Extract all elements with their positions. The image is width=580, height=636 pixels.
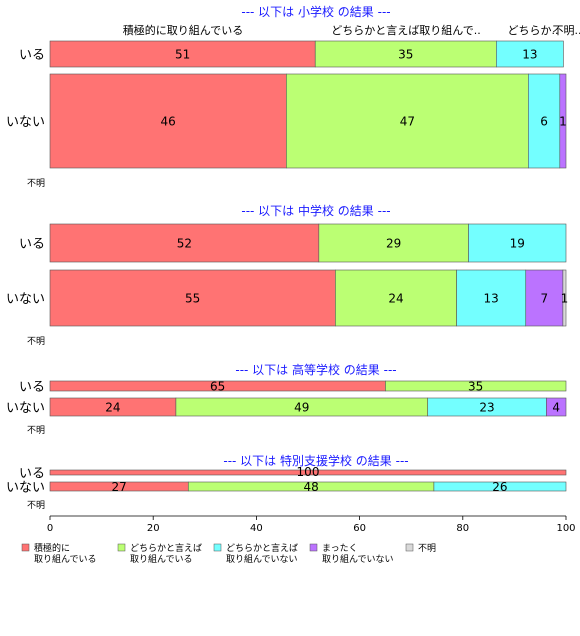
data-label-2-1-0: 24: [105, 401, 120, 415]
data-label-0-0-0: 51: [175, 48, 190, 62]
legend-swatch-2: [213, 543, 222, 552]
bar-segment-2-0-1: [385, 380, 567, 392]
row-label-2-1: いない: [6, 401, 45, 416]
bar-segment-3-1-2: [433, 481, 567, 492]
panel-title-2: --- 以下は 高等学校 の結果 ---: [235, 362, 396, 377]
data-label-0-0-1: 35: [398, 48, 413, 62]
panel-title-3: --- 以下は 特別支援学校 の結果 ---: [223, 453, 408, 468]
top-label-1: どちらかと言えば取り組んで..: [331, 24, 480, 37]
data-label-0-1-2: 6: [540, 115, 548, 129]
bar-segment-1-1-2: [456, 269, 527, 327]
top-label-0: 積極的に取り組んでいる: [123, 23, 243, 37]
legend-label-1-1: 取り組んでいる: [130, 553, 193, 565]
bar-segment-1-1-3: [525, 269, 564, 327]
bar-segment-2-1-3: [546, 397, 567, 417]
legend-label-2-0: どちらかと言えば: [226, 542, 298, 554]
top-label-2: どちらか..: [508, 24, 559, 37]
data-label-1-1-2: 13: [484, 292, 499, 306]
bar-segment-1-1-4: [562, 269, 567, 327]
data-label-1-1-3: 7: [541, 292, 549, 306]
legend-swatch-1: [117, 543, 126, 552]
legend-swatch-4: [405, 543, 414, 552]
legend-label-2-1: 取り組んでいない: [226, 553, 298, 565]
bar-segment-3-0-0: [49, 469, 567, 476]
row-label-1-0: いる: [19, 237, 45, 252]
data-label-1-1-4: 1: [561, 292, 569, 306]
x-tick-label-2: 40: [250, 523, 263, 534]
data-label-2-1-1: 49: [294, 401, 309, 415]
bar-segment-1-1-0: [49, 269, 336, 327]
x-tick-label-1: 20: [147, 523, 160, 534]
data-label-0-1-3: 1: [559, 115, 567, 129]
data-label-1-0-1: 29: [386, 237, 401, 251]
data-label-2-0-0: 65: [210, 380, 225, 394]
legend-label-3-1: 取り組んでいない: [322, 553, 394, 565]
legend-label-1-0: どちらかと言えば: [130, 542, 202, 554]
bar-segment-0-0-2: [496, 40, 564, 68]
row-label-3-1: いない: [6, 481, 45, 496]
data-label-3-1-1: 48: [303, 480, 318, 494]
data-label-0-1-1: 47: [400, 115, 415, 129]
x-tick-label-3: 60: [353, 523, 366, 534]
data-label-1-0-2: 19: [510, 237, 525, 251]
bar-segment-1-0-1: [318, 223, 469, 263]
row-label-0-1: いない: [6, 115, 45, 130]
bar-segment-0-1-0: [49, 73, 287, 169]
row-label-0-2: 不明: [27, 178, 45, 189]
data-label-0-0-2: 13: [522, 48, 537, 62]
panel-title-1: --- 以下は 中学校 の結果 ---: [241, 203, 390, 218]
panel-title-0: --- 以下は 小学校 の結果 ---: [241, 4, 390, 19]
bar-segment-0-0-0: [49, 40, 316, 68]
legend-label-3-0: まったく: [322, 543, 358, 554]
legend-label-0-0: 積極的に: [34, 542, 70, 554]
bar-segment-0-1-3: [559, 73, 567, 169]
bar-segment-1-0-2: [468, 223, 567, 263]
bar-segment-0-0-1: [314, 40, 497, 68]
legend-label-4-0: 不明: [418, 543, 436, 554]
legend-swatch-0: [21, 543, 30, 552]
top-label-3: 不明..: [553, 24, 580, 37]
bar-segment-0-1-2: [528, 73, 561, 169]
data-label-1-1-0: 55: [185, 292, 200, 306]
data-label-3-1-0: 27: [112, 480, 127, 494]
data-label-3-1-2: 26: [492, 480, 507, 494]
data-label-1-1-1: 24: [388, 292, 403, 306]
bar-segment-1-1-1: [335, 269, 457, 327]
row-label-1-1: いない: [6, 292, 45, 307]
legend-label-0-1: 取り組んでいる: [34, 553, 97, 565]
legend-swatch-3: [309, 543, 318, 552]
data-label-3-0-0: 100: [297, 465, 320, 479]
row-label-2-2: 不明: [27, 425, 45, 436]
row-label-3-0: いる: [19, 467, 45, 482]
data-label-2-1-2: 23: [479, 401, 494, 415]
row-label-3-2: 不明: [27, 500, 45, 511]
bar-segment-1-0-0: [49, 223, 320, 263]
x-tick-label-5: 100: [556, 523, 575, 534]
data-label-2-0-1: 35: [468, 380, 483, 394]
row-label-2-0: いる: [19, 380, 45, 395]
row-label-0-0: いる: [19, 48, 45, 63]
data-label-2-1-3: 4: [552, 401, 560, 415]
row-label-1-2: 不明: [27, 336, 45, 347]
data-label-1-0-0: 52: [177, 237, 192, 251]
x-tick-label-0: 0: [47, 523, 53, 534]
bar-segment-0-1-1: [286, 73, 529, 169]
x-tick-label-4: 80: [456, 523, 469, 534]
data-label-0-1-0: 46: [161, 115, 176, 129]
